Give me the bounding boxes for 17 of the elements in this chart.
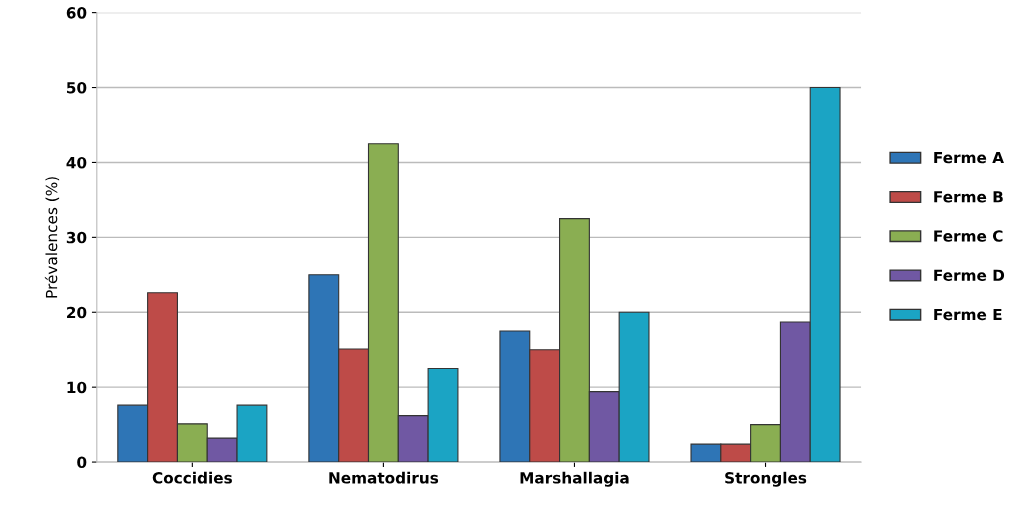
- x-tick-label: Marshallagia: [520, 471, 629, 487]
- legend-label: Ferme D: [934, 269, 1005, 282]
- y-tick-label: 50: [67, 82, 87, 94]
- y-tick-label: 10: [67, 381, 87, 394]
- x-tick-label: Coccidies: [152, 471, 232, 484]
- y-tick-label: 30: [66, 231, 87, 244]
- legend-label: Ferme C: [934, 230, 1003, 242]
- legend-label: Ferme A: [934, 151, 1004, 164]
- y-tick-label: 60: [66, 7, 87, 19]
- y-tick-label: 20: [67, 306, 87, 319]
- legend-label: Ferme E: [934, 308, 1002, 321]
- x-tick-label: Nematodirus: [329, 471, 439, 484]
- y-tick-label: 0: [77, 456, 87, 469]
- legend-label: Ferme B: [934, 191, 1003, 203]
- x-tick-label: Strongles: [725, 471, 807, 487]
- y-axis-title: Prévalences (%): [44, 177, 60, 298]
- y-tick-label: 40: [66, 156, 87, 169]
